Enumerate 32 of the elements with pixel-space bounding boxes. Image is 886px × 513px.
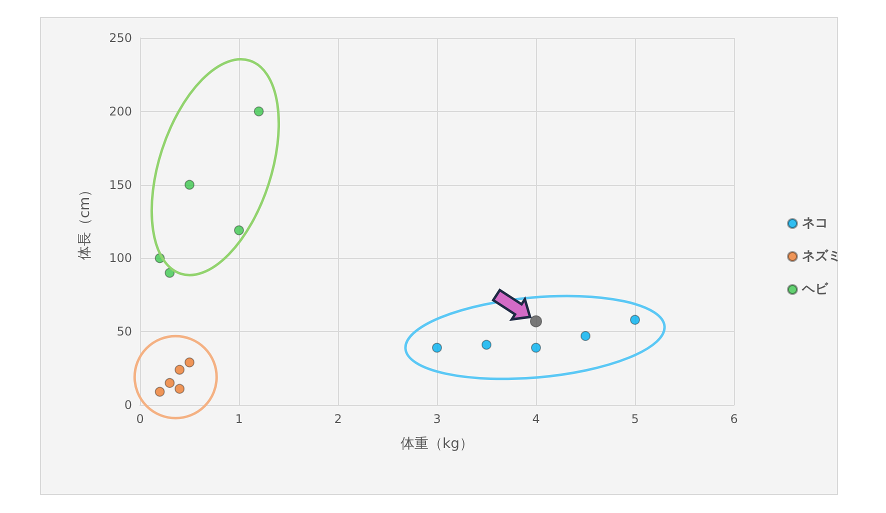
point [630, 314, 640, 325]
point [531, 342, 541, 353]
legend-label: ヘビ [801, 282, 829, 297]
y-tick-label: 0 [124, 398, 132, 412]
point [432, 342, 442, 353]
point [164, 378, 175, 388]
x-tick-label: 6 [730, 412, 738, 426]
y-tick-label: 250 [109, 31, 132, 45]
x-tick-label: 3 [433, 412, 441, 426]
x-tick-label: 2 [334, 412, 342, 426]
point [184, 357, 194, 368]
point [184, 180, 194, 190]
legend-label: ネコ [802, 216, 828, 231]
x-tick-label: 4 [532, 412, 540, 426]
y-tick-label: 200 [109, 104, 132, 118]
y-tick-label: 100 [109, 251, 132, 266]
x-tick-label: 1 [235, 412, 243, 426]
point [174, 364, 185, 375]
y-axis-title: 体長（cm） [77, 182, 93, 260]
point [482, 340, 492, 350]
point [154, 386, 165, 397]
point [530, 315, 542, 328]
point [580, 331, 590, 341]
x-axis-title: 体重（kg） [400, 436, 474, 452]
legend-label: ネズミ [802, 249, 841, 264]
x-tick-label: 5 [631, 412, 639, 426]
y-tick-label: 50 [116, 324, 132, 339]
point [174, 384, 185, 394]
y-tick-label: 150 [109, 178, 132, 192]
x-tick-label: 0 [136, 412, 144, 426]
point [234, 225, 244, 236]
point [254, 106, 264, 116]
